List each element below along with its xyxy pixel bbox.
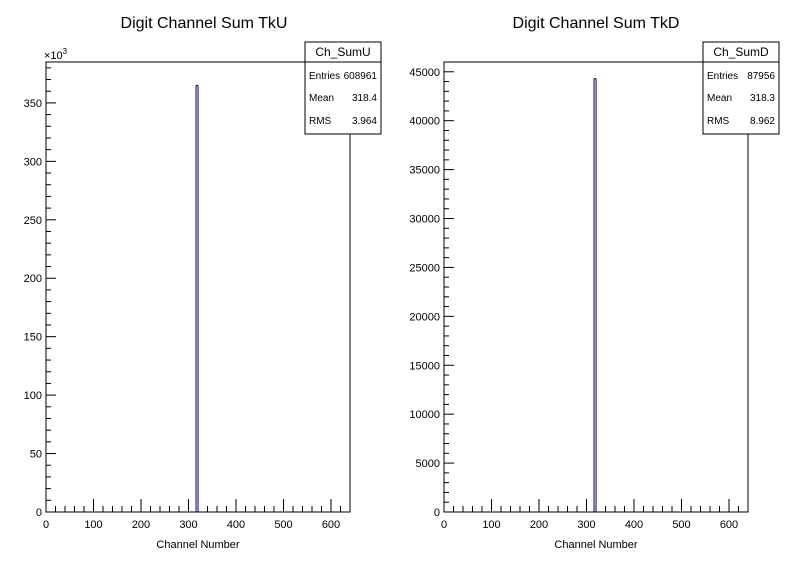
y-tick-label: 20000 <box>409 311 440 323</box>
x-tick-label: 0 <box>441 519 447 531</box>
y-tick-label: 350 <box>24 98 42 110</box>
histogram-panel-tku: Digit Channel Sum TkU 0 100 200 300 400 500 60… <box>24 15 382 551</box>
y-axis-multiplier: ×103 <box>44 47 68 62</box>
y-tick-label: 30000 <box>409 214 440 226</box>
y-tick-label: 0 <box>434 507 440 519</box>
y-tick-label: 45000 <box>409 67 440 79</box>
x-tick-label: 400 <box>625 519 643 531</box>
x-tick-label: 500 <box>274 519 292 531</box>
y-tick-label: 0 <box>36 507 42 519</box>
chart-title: Digit Channel Sum TkU <box>121 15 288 32</box>
y-tick-label: 15000 <box>409 360 440 372</box>
x-tick-label: 300 <box>577 519 595 531</box>
histogram-panel-tkd: Digit Channel Sum TkD 0 100 200 300 400 500 60… <box>409 15 780 551</box>
stats-value-entries: 608961 <box>344 71 378 82</box>
x-tick-label: 300 <box>179 519 197 531</box>
y-tick-label: 250 <box>24 215 42 227</box>
stats-value-rms: 3.964 <box>352 116 377 127</box>
x-tick-label: 400 <box>227 519 245 531</box>
stats-label-entries: Entries <box>707 71 738 82</box>
x-tick-label: 200 <box>530 519 548 531</box>
stats-box: Ch_SumU Entries 608961 Mean 318.4 RMS 3.… <box>304 41 382 135</box>
y-tick-label: 100 <box>24 390 42 402</box>
x-axis-label: Channel Number <box>554 539 637 551</box>
y-tick-label: 50 <box>30 449 42 461</box>
x-tick-label: 100 <box>482 519 500 531</box>
y-tick-label: 150 <box>24 332 42 344</box>
stats-value-mean: 318.4 <box>352 93 377 104</box>
y-tick-label: 35000 <box>409 165 440 177</box>
stats-label-mean: Mean <box>707 93 732 104</box>
y-tick-label: 25000 <box>409 262 440 274</box>
y-tick-label: 40000 <box>409 116 440 128</box>
stats-label-entries: Entries <box>309 71 340 82</box>
x-tick-label: 600 <box>322 519 340 531</box>
chart-title: Digit Channel Sum TkD <box>513 15 680 32</box>
x-tick-label: 0 <box>43 519 49 531</box>
y-tick-label: 5000 <box>416 458 440 470</box>
y-axis: 0 5000 10000 15000 20000 25000 30000 35000 40000… <box>409 61 454 519</box>
stats-box-name: Ch_SumU <box>315 45 370 59</box>
histogram-bins <box>593 78 597 512</box>
y-axis: 0 50 100 150 200 250 300 350 <box>24 67 56 519</box>
stats-box-name: Ch_SumD <box>713 45 769 59</box>
x-axis-label: Channel Number <box>156 539 239 551</box>
x-tick-label: 100 <box>84 519 102 531</box>
x-tick-label: 500 <box>672 519 690 531</box>
stats-value-rms: 8.962 <box>750 116 775 127</box>
stats-label-mean: Mean <box>309 93 334 104</box>
stats-label-rms: RMS <box>309 116 332 127</box>
x-axis: 0 100 200 300 400 500 600 <box>43 499 351 531</box>
x-tick-label: 200 <box>132 519 150 531</box>
y-tick-label: 200 <box>24 273 42 285</box>
x-axis: 0 100 200 300 400 500 600 <box>441 499 749 531</box>
stats-value-mean: 318.3 <box>750 93 775 104</box>
stats-box-frame <box>702 41 780 135</box>
stats-label-rms: RMS <box>707 116 730 127</box>
stats-box: Ch_SumD Entries 87956 Mean 318.3 RMS 8.9… <box>702 41 780 135</box>
stats-box-frame <box>304 41 382 135</box>
y-tick-label: 300 <box>24 156 42 168</box>
y-tick-label: 10000 <box>409 409 440 421</box>
x-tick-label: 600 <box>720 519 738 531</box>
histogram-bins <box>195 84 199 512</box>
stats-value-entries: 87956 <box>747 71 775 82</box>
